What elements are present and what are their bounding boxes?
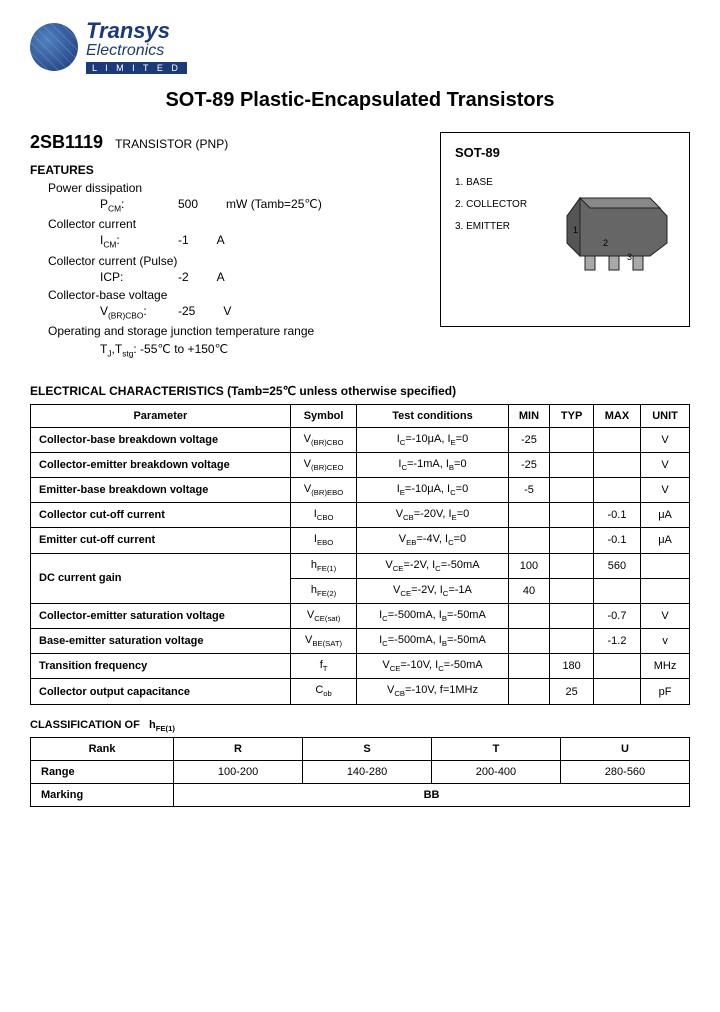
table-row: DC current gainhFE(1)VCE=-2V, IC=-50mA10… [31, 553, 690, 578]
feature-value: PCM:500mW (Tamb=25℃) [100, 197, 420, 213]
table-header: TYP [550, 404, 593, 427]
transistor-type: TRANSISTOR (PNP) [115, 137, 228, 151]
package-drawing-icon: 1 2 3 [555, 188, 675, 278]
electrical-heading: ELECTRICAL CHARACTERISTICS (Tamb=25℃ unl… [30, 384, 690, 398]
table-row: Collector-base breakdown voltageV(BR)CBO… [31, 427, 690, 452]
table-row: Transition frequencyfTVCE=-10V, IC=-50mA… [31, 654, 690, 679]
table-header: Rank [31, 737, 174, 760]
table-header: R [174, 737, 303, 760]
package-title: SOT-89 [455, 145, 675, 160]
table-header: Symbol [290, 404, 357, 427]
table-row: Emitter cut-off currentIEBOVEB=-4V, IC=0… [31, 528, 690, 553]
table-row: Collector-emitter breakdown voltageV(BR)… [31, 452, 690, 477]
table-row: Collector cut-off currentICBOVCB=-20V, I… [31, 503, 690, 528]
table-row: MarkingBB [31, 783, 690, 806]
table-header: MIN [508, 404, 550, 427]
features-heading: FEATURES [30, 163, 420, 177]
page-title: SOT-89 Plastic-Encapsulated Transistors [30, 89, 690, 112]
table-header: UNIT [641, 404, 690, 427]
temp-label: Operating and storage junction temperatu… [48, 324, 420, 338]
feature-label: Collector-base voltage [48, 288, 420, 302]
temp-value: TJ,Tstg: -55℃ to +150℃ [100, 342, 420, 358]
svg-text:3: 3 [627, 252, 632, 262]
package-box: SOT-89 1. BASE 2. COLLECTOR 3. EMITTER 1… [440, 132, 690, 327]
classification-heading: CLASSIFICATION OF hFE(1) [30, 719, 690, 733]
table-header: T [432, 737, 561, 760]
table-header: Test conditions [357, 404, 508, 427]
feature-value: ICM:-1A [100, 233, 420, 249]
logo-brand: Transys [86, 20, 187, 42]
classification-table: RankRSTU Range100-200140-280200-400280-5… [30, 737, 690, 807]
part-number: 2SB1119 [30, 132, 103, 153]
table-row: Collector output capacitanceCobVCB=-10V,… [31, 679, 690, 704]
feature-value: ICP:-2A [100, 270, 420, 284]
table-row: Base-emitter saturation voltageVBE(SAT)I… [31, 629, 690, 654]
svg-text:1: 1 [573, 225, 578, 235]
table-header: U [560, 737, 689, 760]
table-header: Parameter [31, 404, 291, 427]
table-header: S [303, 737, 432, 760]
table-row: Emitter-base breakdown voltageV(BR)EBOIE… [31, 477, 690, 502]
logo-header: Transys Electronics L I M I T E D [30, 20, 690, 74]
table-header: MAX [593, 404, 640, 427]
logo-limited: L I M I T E D [86, 62, 187, 74]
svg-text:2: 2 [603, 238, 608, 248]
feature-value: V(BR)CBO:-25V [100, 304, 420, 320]
feature-label: Power dissipation [48, 181, 420, 195]
feature-label: Collector current [48, 217, 420, 231]
table-row: Range100-200140-280200-400280-560 [31, 760, 690, 783]
table-row: Collector-emitter saturation voltageVCE(… [31, 603, 690, 628]
logo-sub: Electronics [86, 42, 187, 60]
feature-label: Collector current (Pulse) [48, 254, 420, 268]
logo-globe-icon [30, 23, 78, 71]
electrical-table: ParameterSymbolTest conditionsMINTYPMAXU… [30, 404, 690, 705]
